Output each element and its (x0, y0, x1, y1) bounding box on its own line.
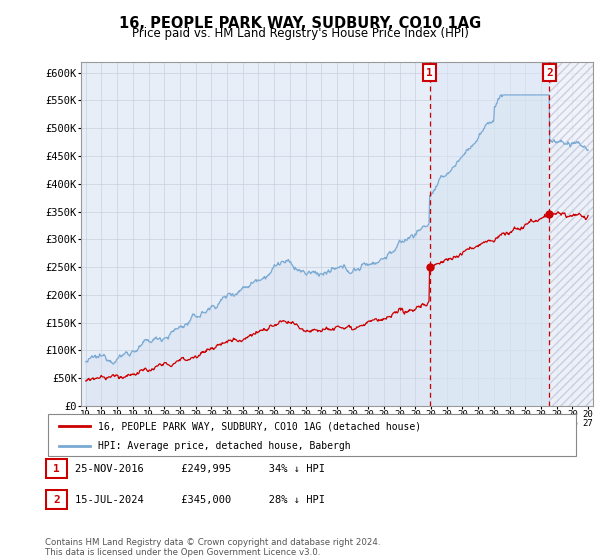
Bar (550, 62, 596, 406)
Text: 1: 1 (53, 464, 60, 474)
Text: 2: 2 (53, 494, 60, 505)
Text: HPI: Average price, detached house, Babergh: HPI: Average price, detached house, Babe… (98, 441, 351, 451)
Text: 16, PEOPLE PARK WAY, SUDBURY, CO10 1AG (detached house): 16, PEOPLE PARK WAY, SUDBURY, CO10 1AG (… (98, 421, 421, 431)
FancyBboxPatch shape (46, 490, 67, 509)
Text: 1: 1 (426, 68, 433, 78)
Text: 2: 2 (546, 68, 553, 78)
FancyBboxPatch shape (48, 414, 576, 456)
Bar (430, 62, 550, 406)
Text: 16, PEOPLE PARK WAY, SUDBURY, CO10 1AG: 16, PEOPLE PARK WAY, SUDBURY, CO10 1AG (119, 16, 481, 31)
Text: Contains HM Land Registry data © Crown copyright and database right 2024.
This d: Contains HM Land Registry data © Crown c… (45, 538, 380, 557)
Bar (550, 62, 596, 406)
Text: 15-JUL-2024      £345,000      28% ↓ HPI: 15-JUL-2024 £345,000 28% ↓ HPI (75, 494, 325, 505)
Text: 25-NOV-2016      £249,995      34% ↓ HPI: 25-NOV-2016 £249,995 34% ↓ HPI (75, 464, 325, 474)
FancyBboxPatch shape (46, 459, 67, 478)
Text: Price paid vs. HM Land Registry's House Price Index (HPI): Price paid vs. HM Land Registry's House … (131, 27, 469, 40)
